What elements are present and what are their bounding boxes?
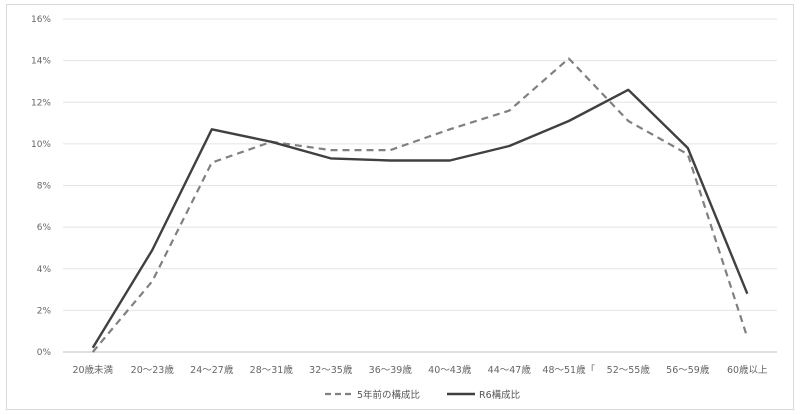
y-axis-ticks: 0% 2% 4% 6% 8% 10% 12% 14% 16% [31,15,51,358]
x-tick-label: 20～23歳 [131,364,175,376]
x-axis-ticks: 20歳未満 20～23歳 24～27歳 28～31歳 32～35歳 36～39歳 40～43… [72,364,768,376]
x-tick-label: 40～43歳 [428,364,472,376]
y-tick-label: 12% [31,98,51,108]
x-tick-label: 48～51歳「 [542,364,595,376]
y-tick-label: 8% [37,182,52,192]
x-tick-label: 56～59歳 [666,364,710,376]
x-tick-label: 44～47歳 [488,364,532,376]
line-chart: 0% 2% 4% 6% 8% 10% 12% 14% 16% 20歳未満 20～23歳 24～27歳… [31,15,777,401]
series-line-0 [91,57,749,353]
legend-label: 5年前の構成比 [357,389,420,401]
x-tick-label: 24～27歳 [190,364,234,376]
y-tick-label: 14% [31,57,51,67]
chart-area: 0% 2% 4% 6% 8% 10% 12% 14% 16% 20歳未満 20～23歳 24～27歳… [6,4,794,410]
y-tick-label: 0% [37,348,52,358]
series-line-1 [91,88,749,349]
x-tick-label: 20歳未満 [72,364,113,376]
legend: 5年前の構成比 R6構成比 [325,389,520,401]
y-tick-label: 2% [37,306,52,316]
y-tick-label: 10% [31,140,51,150]
y-tick-label: 16% [31,15,51,25]
y-tick-label: 4% [37,265,52,275]
x-tick-label: 36～39歳 [369,364,413,376]
x-tick-label: 32～35歳 [309,364,353,376]
x-tick-label: 28～31歳 [250,364,294,376]
gridlines [63,18,777,353]
series-lines [91,57,749,353]
x-tick-label: 52～55歳 [607,364,651,376]
legend-label: R6構成比 [479,389,520,401]
y-tick-label: 6% [37,223,52,233]
x-tick-label: 60歳以上 [727,364,768,376]
